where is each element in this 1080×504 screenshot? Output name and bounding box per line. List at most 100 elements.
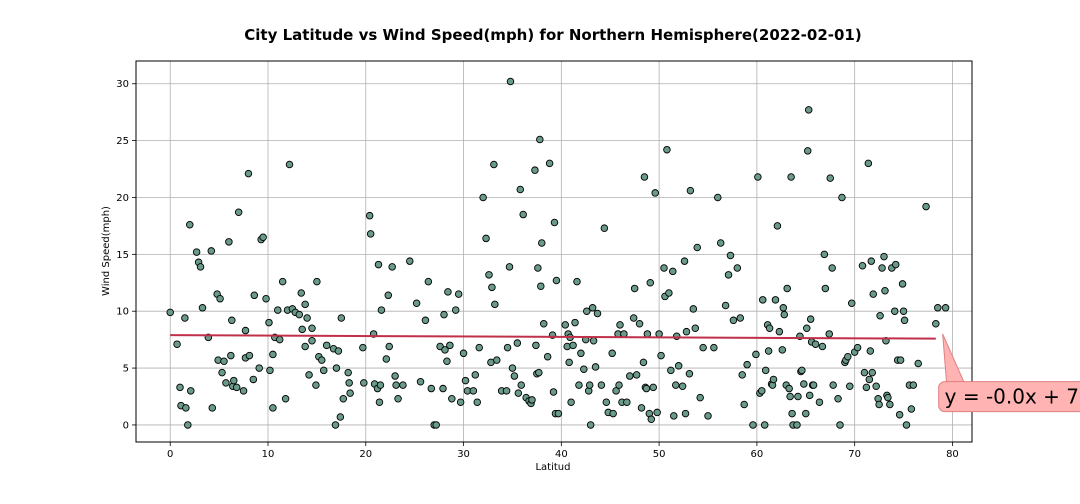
data-point	[587, 422, 594, 429]
data-point	[897, 357, 904, 364]
data-point	[801, 381, 808, 388]
data-point	[535, 265, 542, 272]
x-tick-label: 60	[751, 449, 764, 460]
data-point	[647, 279, 654, 286]
data-point	[209, 405, 216, 412]
x-tick-label: 30	[457, 449, 470, 460]
data-point	[366, 212, 373, 219]
data-point	[393, 382, 400, 389]
data-point	[240, 388, 247, 395]
data-point	[506, 264, 513, 271]
data-point	[309, 337, 316, 344]
data-point	[714, 194, 721, 201]
data-point	[787, 393, 794, 400]
data-point	[633, 372, 640, 379]
data-point	[781, 311, 788, 318]
data-point	[233, 384, 240, 391]
data-point	[734, 265, 741, 272]
data-point	[789, 410, 796, 417]
data-point	[286, 161, 293, 168]
data-point	[882, 287, 889, 294]
data-point	[476, 344, 483, 351]
data-point	[934, 304, 941, 311]
data-point	[910, 382, 917, 389]
data-point	[694, 244, 701, 251]
data-point	[737, 315, 744, 322]
data-point	[675, 363, 682, 370]
data-point	[670, 413, 677, 420]
data-point	[652, 190, 659, 197]
data-point	[532, 167, 539, 174]
data-point	[491, 161, 498, 168]
data-point	[219, 369, 226, 376]
data-point	[869, 369, 876, 376]
data-point	[392, 373, 399, 380]
data-point	[686, 370, 693, 377]
y-axis-label: Wind Speed(mph)	[101, 206, 112, 296]
data-point	[786, 385, 793, 392]
data-point	[483, 235, 490, 242]
data-point	[908, 406, 915, 413]
data-point	[395, 395, 402, 402]
data-point	[208, 248, 215, 255]
data-point	[641, 174, 648, 181]
data-point	[666, 290, 673, 297]
data-point	[228, 352, 235, 359]
data-point	[776, 328, 783, 335]
data-point	[425, 278, 432, 285]
data-point	[447, 342, 454, 349]
data-point	[643, 385, 650, 392]
data-point	[644, 331, 651, 338]
data-point	[802, 410, 809, 417]
data-point	[576, 382, 583, 389]
data-point	[452, 307, 459, 314]
data-point	[413, 300, 420, 307]
data-point	[705, 413, 712, 420]
x-tick-label: 70	[848, 449, 861, 460]
data-point	[816, 399, 823, 406]
data-point	[406, 258, 413, 265]
data-point	[517, 186, 524, 193]
data-point	[679, 383, 686, 390]
data-point	[457, 399, 464, 406]
data-point	[630, 315, 637, 322]
data-point	[177, 384, 184, 391]
data-point	[566, 359, 573, 366]
data-point	[654, 409, 661, 416]
data-point	[441, 311, 448, 318]
data-point	[598, 382, 605, 389]
data-point	[692, 325, 699, 332]
x-tick-label: 50	[653, 449, 666, 460]
data-point	[896, 411, 903, 418]
data-point	[601, 225, 608, 232]
data-point	[507, 78, 514, 85]
data-point	[538, 283, 545, 290]
data-point	[383, 356, 390, 363]
data-point	[509, 365, 516, 372]
data-point	[223, 380, 230, 387]
data-point	[230, 377, 237, 384]
data-point	[803, 325, 810, 332]
data-point	[444, 358, 451, 365]
data-point	[863, 384, 870, 391]
data-point	[711, 344, 718, 351]
data-point	[518, 382, 525, 389]
data-point	[717, 240, 724, 247]
data-point	[544, 353, 551, 360]
data-point	[474, 399, 481, 406]
data-point	[578, 350, 585, 357]
data-point	[812, 341, 819, 348]
data-point	[837, 422, 844, 429]
data-point	[553, 277, 560, 284]
data-point	[807, 316, 814, 323]
y-tick-label: 10	[116, 307, 129, 318]
data-point	[279, 278, 286, 285]
data-point	[318, 357, 325, 364]
data-point	[648, 416, 655, 423]
data-point	[296, 311, 303, 318]
data-point	[529, 397, 536, 404]
data-point	[762, 367, 769, 374]
data-point	[933, 320, 940, 327]
data-point	[861, 369, 868, 376]
